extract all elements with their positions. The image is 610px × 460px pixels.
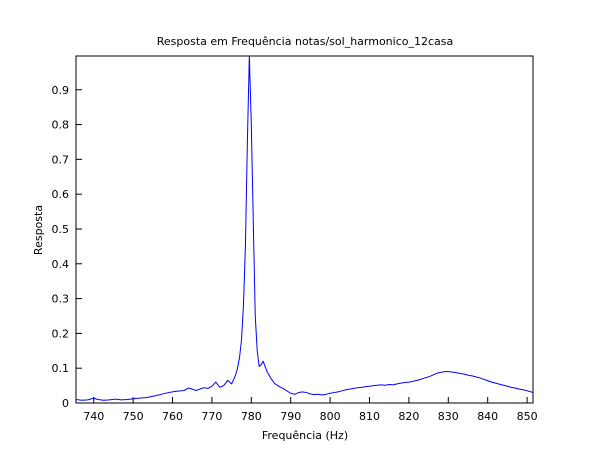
series-layer	[76, 56, 533, 401]
y-tick-label: 0.9	[52, 84, 70, 97]
chart-title: Resposta em Frequência notas/sol_harmoni…	[157, 35, 454, 48]
y-tick-label: 0.5	[52, 223, 70, 236]
x-tick-label: 800	[320, 410, 341, 423]
y-tick-label: 0.4	[52, 258, 70, 271]
plot-frame	[75, 55, 534, 404]
x-axis-ticks: 740 750 760 770 780 790 800 810 820 830 840 850	[83, 397, 538, 423]
x-tick-label: 750	[123, 410, 144, 423]
x-tick-label: 790	[280, 410, 301, 423]
y-axis-ticks: 0 0.1 0.2 0.3 0.4 0.5 0.6 0.7 0.8 0.9	[52, 84, 82, 410]
x-axis-label: Frequência (Hz)	[262, 429, 348, 442]
x-tick-label: 830	[438, 410, 459, 423]
x-tick-label: 760	[162, 410, 183, 423]
y-tick-label: 0.8	[52, 119, 70, 132]
y-tick-label: 0.3	[52, 293, 70, 306]
y-axis-label: Resposta	[32, 205, 45, 255]
x-tick-label: 770	[201, 410, 222, 423]
y-tick-label: 0.6	[52, 188, 70, 201]
series-line	[76, 56, 533, 401]
y-tick-label: 0.2	[52, 327, 70, 340]
y-tick-label: 0.1	[52, 362, 70, 375]
x-tick-label: 780	[241, 410, 262, 423]
x-tick-label: 740	[83, 410, 104, 423]
x-tick-label: 850	[517, 410, 538, 423]
x-tick-label: 810	[359, 410, 380, 423]
x-tick-label: 820	[398, 410, 419, 423]
y-tick-label: 0	[62, 397, 69, 410]
y-tick-label: 0.7	[52, 153, 70, 166]
x-tick-label: 840	[477, 410, 498, 423]
plot-layer: 740 750 760 770 780 790 800 810 820 830 840 850 0 0.…	[52, 55, 538, 423]
